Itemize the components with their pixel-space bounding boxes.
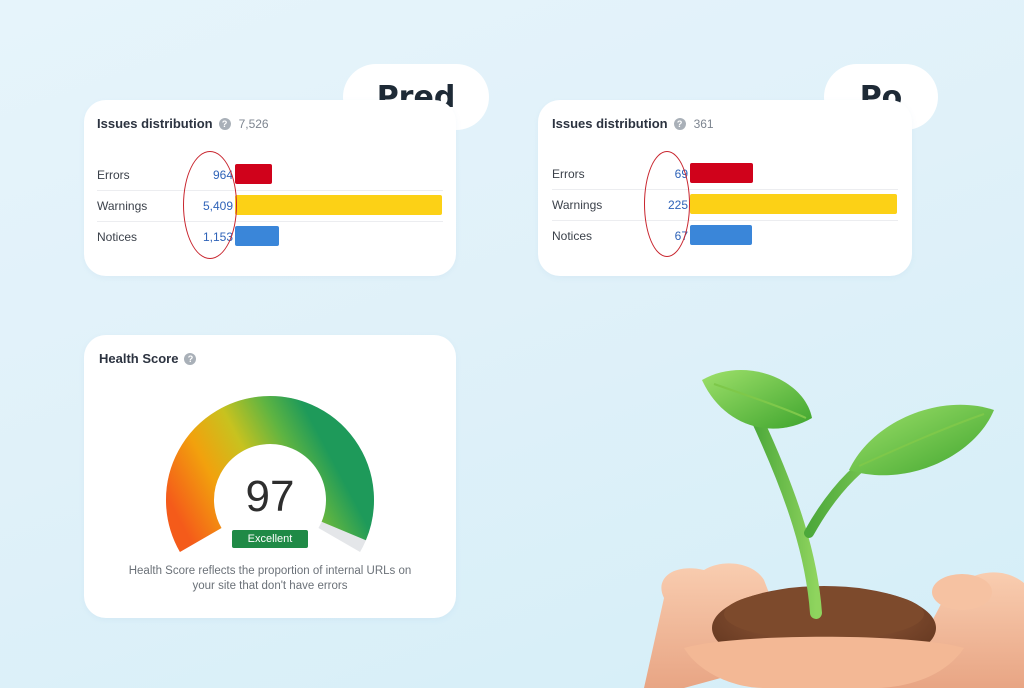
- gauge-fill: [166, 396, 374, 552]
- seedling-in-hands-illustration: [644, 370, 1024, 688]
- issue-label: Warnings: [97, 198, 148, 213]
- card-title: Issues distribution ? 361: [552, 116, 714, 131]
- stem-main: [748, 407, 822, 619]
- row-divider: [97, 190, 443, 191]
- palm-front: [684, 636, 964, 688]
- row-divider: [97, 221, 443, 222]
- health-score-card: Health Score ? 97 Excellent Health Score…: [84, 335, 456, 618]
- caption-line-2: your site that don't have errors: [192, 580, 348, 592]
- issue-row-errors[interactable]: Errors 964: [97, 159, 443, 190]
- card-title-text: Issues distribution: [97, 116, 213, 131]
- health-status-badge: Excellent: [232, 530, 308, 548]
- health-score-title-text: Health Score: [99, 351, 179, 366]
- issues-total: 7,526: [238, 116, 269, 131]
- issue-bar-warnings: [235, 195, 442, 215]
- issues-distribution-after-card: Issues distribution ? 361 Errors 69 Warn…: [538, 100, 912, 276]
- leaf-vein-right: [858, 413, 985, 467]
- help-icon[interactable]: ?: [218, 117, 231, 130]
- highlight-oval: [183, 151, 237, 259]
- issue-label: Errors: [97, 167, 130, 182]
- issue-label: Warnings: [552, 197, 603, 212]
- thumb-right: [932, 574, 992, 610]
- health-gauge: [166, 396, 374, 552]
- card-title-text: Issues distribution: [552, 116, 668, 131]
- card-title: Issues distribution ? 7,526: [97, 116, 269, 131]
- issue-row-warnings[interactable]: Warnings 225: [552, 189, 898, 220]
- highlight-oval: [644, 151, 690, 257]
- issue-label: Notices: [97, 229, 138, 244]
- issues-distribution-before-card: Issues distribution ? 7,526 Errors 964 W…: [84, 100, 456, 276]
- issue-label: Errors: [552, 166, 585, 181]
- row-divider: [552, 220, 898, 221]
- issue-bar-warnings: [690, 194, 897, 214]
- issue-label: Notices: [552, 228, 593, 243]
- caption-line-1: Health Score reflects the proportion of …: [128, 565, 412, 577]
- issue-row-notices[interactable]: Notices 1,153: [97, 221, 443, 252]
- issues-total: 361: [693, 116, 714, 131]
- issue-bar-errors: [235, 164, 272, 184]
- issue-row-notices[interactable]: Notices 67: [552, 220, 898, 251]
- issue-bar-notices: [235, 226, 279, 246]
- health-score-caption: Health Score reflects the proportion of …: [94, 564, 446, 594]
- leaf-vein-left: [713, 383, 807, 419]
- health-score-title: Health Score ?: [99, 351, 197, 366]
- leaf-right: [849, 404, 994, 476]
- help-icon[interactable]: ?: [184, 352, 197, 365]
- issue-row-warnings[interactable]: Warnings 5,409: [97, 190, 443, 221]
- issue-bar-errors: [690, 163, 753, 183]
- issue-row-errors[interactable]: Errors 69: [552, 158, 898, 189]
- issue-bar-notices: [690, 225, 752, 245]
- row-divider: [552, 189, 898, 190]
- soil-top: [724, 588, 924, 640]
- help-icon[interactable]: ?: [673, 117, 686, 130]
- health-score-value: 97: [245, 472, 295, 521]
